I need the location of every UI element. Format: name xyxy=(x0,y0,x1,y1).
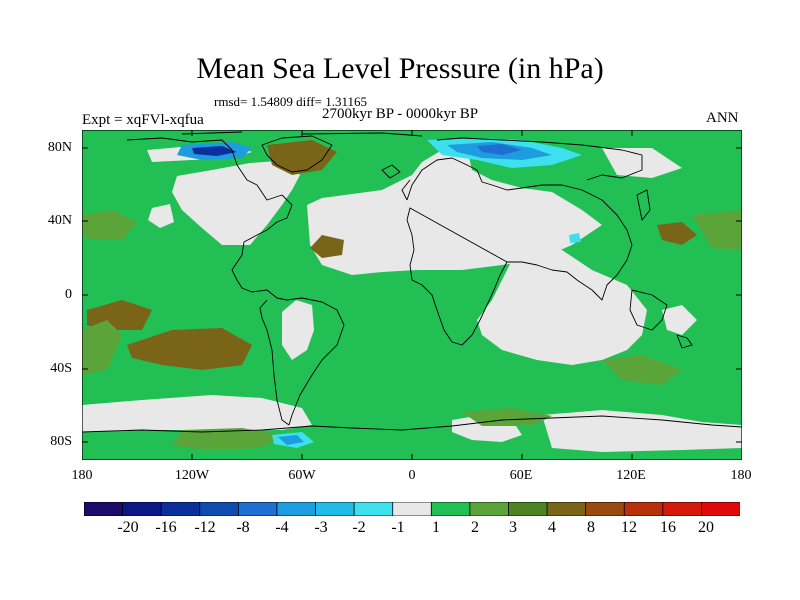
colorbar-swatch xyxy=(392,502,432,516)
lat-tick-80s: 80S xyxy=(50,434,72,449)
colorbar-swatch xyxy=(276,502,317,516)
lat-tick-0: 0 xyxy=(65,287,72,302)
colorbar-swatch xyxy=(122,502,162,516)
colorbar-label: -12 xyxy=(194,519,216,536)
olive-anomaly-regions xyxy=(82,210,742,450)
experiment-label: Expt = xqFVl-xqfua xyxy=(82,112,204,128)
lon-tick-180w: 180 xyxy=(71,468,93,483)
lon-tick-120e: 120E xyxy=(616,468,646,483)
colorbar-label: 2 xyxy=(471,519,479,536)
blue-low-anomaly-regions xyxy=(177,138,582,448)
lat-tick-40n: 40N xyxy=(47,213,72,228)
colorbar-swatch xyxy=(508,502,548,516)
colorbar-label: -3 xyxy=(314,519,328,536)
colorbar xyxy=(84,502,740,516)
colorbar-swatch xyxy=(315,502,355,516)
colorbar-swatch xyxy=(546,502,587,516)
colorbar-label: 3 xyxy=(509,519,517,536)
colorbar-swatch xyxy=(237,502,278,516)
lon-tick-120w: 120W xyxy=(174,468,210,483)
colorbar-label: 12 xyxy=(621,519,637,536)
colorbar-swatch xyxy=(199,502,240,516)
colorbar-label: -4 xyxy=(275,519,289,536)
colorbar-label: -8 xyxy=(236,519,250,536)
colorbar-label: 20 xyxy=(698,519,714,536)
colorbar-swatch xyxy=(701,502,740,516)
lon-tick-180e: 180 xyxy=(730,468,752,483)
colorbar-label: 1 xyxy=(432,519,440,536)
colorbar-swatch xyxy=(160,502,201,516)
colorbar-swatch xyxy=(585,502,625,516)
colorbar-label: -20 xyxy=(117,519,139,536)
period-line: 2700kyr BP - 0000kyr BP xyxy=(322,106,479,122)
colorbar-swatch xyxy=(662,502,703,516)
colorbar-label: 4 xyxy=(548,519,556,536)
colorbar-swatch xyxy=(623,502,664,516)
colorbar-label: -1 xyxy=(391,519,405,536)
lon-tick-0: 0 xyxy=(408,468,416,483)
colorbar-label: 16 xyxy=(660,519,676,536)
colorbar-swatch xyxy=(84,502,124,516)
stats-line: rmsd= 1.54809 diff= 1.31165 xyxy=(214,94,367,109)
colorbar-label: -2 xyxy=(352,519,366,536)
season-label: ANN xyxy=(706,110,739,126)
colorbar-swatch xyxy=(430,502,471,516)
lat-tick-80n: 80N xyxy=(47,140,72,155)
colorbar-label: 8 xyxy=(587,519,595,536)
colorbar-swatch xyxy=(353,502,394,516)
pressure-anomaly-map xyxy=(82,130,742,460)
lon-tick-60e: 60E xyxy=(509,468,533,483)
colorbar-label: -16 xyxy=(155,519,177,536)
axis-ticks xyxy=(82,130,742,460)
map-title: Mean Sea Level Pressure (in hPa) xyxy=(196,52,604,85)
lon-tick-60w: 60W xyxy=(288,468,316,483)
lat-tick-40s: 40S xyxy=(50,361,72,376)
colorbar-swatch xyxy=(469,502,510,516)
